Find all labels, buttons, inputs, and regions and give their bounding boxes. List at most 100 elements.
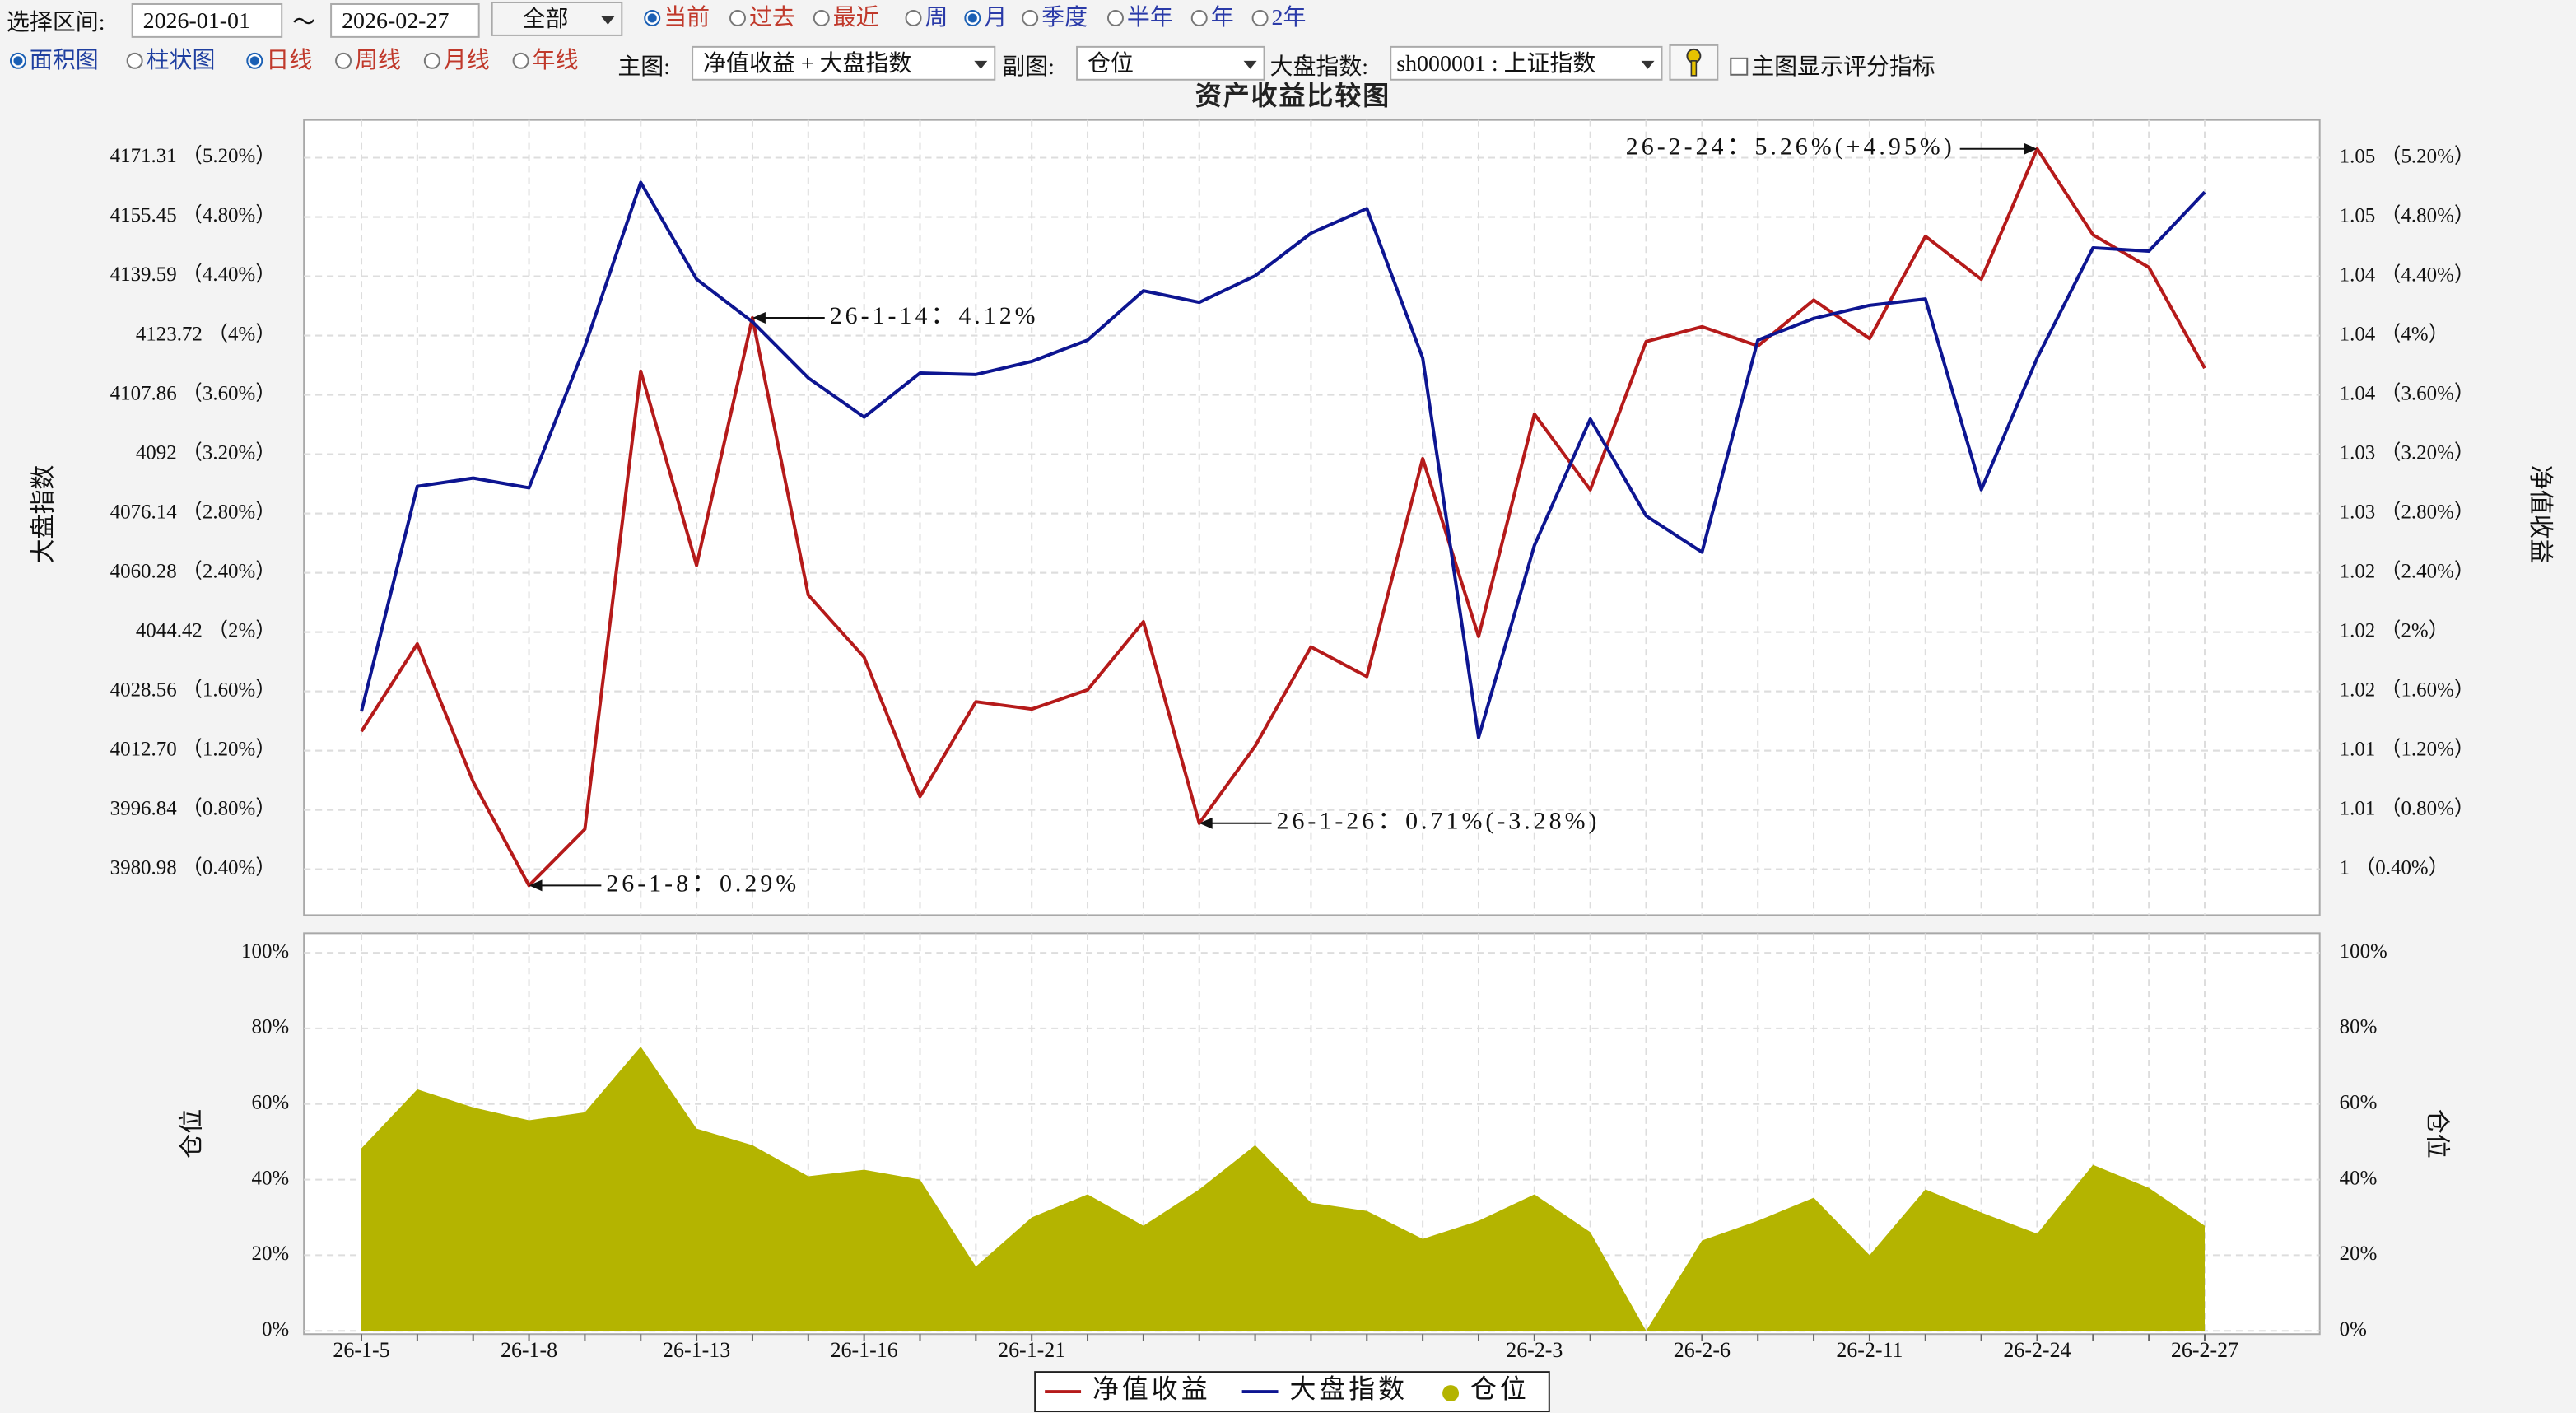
y-tick-label: 1.04 （4.40%） xyxy=(2340,263,2475,286)
y-tick-label: 4171.31 （5.20%） xyxy=(110,144,277,167)
y-tick-label: 3996.84 （0.80%） xyxy=(110,796,277,819)
radio-option[interactable]: 2年 xyxy=(1251,5,1306,35)
arrow-head xyxy=(752,311,766,324)
radio-button[interactable] xyxy=(335,52,352,69)
radio-label: 当前 xyxy=(664,6,710,31)
y-tick-label: 60% xyxy=(2340,1091,2378,1113)
radio-button[interactable] xyxy=(644,9,661,26)
radio-option[interactable]: 年线 xyxy=(512,48,579,77)
y-tick-label: 4012.70 （1.20%） xyxy=(110,737,277,760)
range-separator: ～ xyxy=(292,11,316,36)
radio-button[interactable] xyxy=(964,9,981,26)
y-tick-label: 4107.86 （3.60%） xyxy=(110,381,277,404)
y-tick-label: 40% xyxy=(251,1167,289,1189)
radio-label: 最近 xyxy=(832,6,879,31)
x-tick-label: 26-2-6 xyxy=(1674,1338,1731,1362)
radio-button[interactable] xyxy=(729,9,746,26)
radio-label: 面积图 xyxy=(29,49,99,74)
radio-option[interactable]: 柱状图 xyxy=(126,48,216,77)
y-tick-label: 4060.28 （2.40%） xyxy=(110,559,277,582)
radio-option[interactable]: 当前 xyxy=(644,5,710,35)
y-tick-label: 0% xyxy=(2340,1318,2367,1341)
y-tick-label: 80% xyxy=(251,1016,289,1038)
range-select[interactable]: 全部 xyxy=(491,1,623,36)
radio-button[interactable] xyxy=(9,52,26,69)
radio-button[interactable] xyxy=(246,52,263,69)
radio-option[interactable]: 过去 xyxy=(729,5,795,35)
radio-option[interactable]: 最近 xyxy=(813,5,879,35)
checkbox-label: 主图显示评分指标 xyxy=(1751,55,1935,81)
y-tick-label: 4092 （3.20%） xyxy=(136,441,276,464)
y-tick-label: 100% xyxy=(2340,940,2387,963)
y-tick-label: 4076.14 （2.80%） xyxy=(110,500,277,523)
end-date-input[interactable]: 2026-02-27 xyxy=(330,2,480,38)
legend-swatch xyxy=(1442,1385,1460,1402)
y-tick-label: 1.04 （4%） xyxy=(2340,322,2449,345)
radio-label: 周线 xyxy=(355,49,401,74)
radio-button[interactable] xyxy=(1251,9,1269,26)
y-tick-label: 4044.42 （2%） xyxy=(136,618,276,641)
radio-button[interactable] xyxy=(423,52,440,69)
radio-label: 月 xyxy=(984,6,1008,31)
x-tick-label: 26-1-8 xyxy=(501,1338,557,1362)
radio-option[interactable]: 日线 xyxy=(246,48,312,77)
radio-label: 半年 xyxy=(1126,6,1173,31)
radio-button[interactable] xyxy=(1022,9,1039,26)
radio-button[interactable] xyxy=(126,52,143,69)
y-tick-label: 1 （0.40%） xyxy=(2340,856,2449,879)
index-select[interactable]: sh000001 : 上证指数 xyxy=(1390,45,1663,81)
y-tick-label: 1.01 （1.20%） xyxy=(2340,737,2475,760)
axis-title: 仓位 xyxy=(2423,1109,2450,1159)
arrow-head xyxy=(1199,817,1213,829)
start-date-input[interactable]: 2026-01-01 xyxy=(131,2,283,38)
range-label: 选择区间: xyxy=(6,11,105,36)
radio-option[interactable]: 周线 xyxy=(335,48,401,77)
y-tick-label: 40% xyxy=(2340,1167,2378,1189)
key-icon xyxy=(1686,48,1702,77)
legend-label: 大盘指数 xyxy=(1289,1374,1408,1403)
y-tick-label: 4155.45 （4.80%） xyxy=(110,203,277,226)
y-tick-label: 20% xyxy=(251,1243,289,1265)
radio-option[interactable]: 季度 xyxy=(1022,5,1088,35)
arrow-head xyxy=(529,879,543,892)
y-tick-label: 1.03 （2.80%） xyxy=(2340,500,2475,523)
radio-label: 月线 xyxy=(443,49,490,74)
score-option[interactable]: 主图显示评分指标 xyxy=(1730,49,1935,82)
annotation: 26-1-26：0.71%(-3.28%) xyxy=(1277,808,1600,835)
x-tick-label: 26-1-13 xyxy=(663,1338,730,1362)
y-tick-label: 4139.59 （4.40%） xyxy=(110,263,277,286)
sub-chart-select[interactable]: 仓位 xyxy=(1076,45,1265,81)
chart-title: 资产收益比较图 xyxy=(1195,82,1390,110)
radio-option[interactable]: 半年 xyxy=(1106,5,1173,35)
checkbox[interactable] xyxy=(1730,57,1749,76)
radio-button[interactable] xyxy=(1190,9,1208,26)
main-chart-select[interactable]: 净值收益 + 大盘指数 xyxy=(692,45,996,81)
radio-label: 年线 xyxy=(532,49,579,74)
y-tick-label: 1.02 （2.40%） xyxy=(2340,559,2475,582)
radio-label: 周 xyxy=(925,6,948,31)
radio-label: 柱状图 xyxy=(146,49,216,74)
legend: 净值收益 大盘指数 仓位 xyxy=(1034,1371,1550,1413)
index-label: 大盘指数: xyxy=(1269,55,1369,81)
radio-button[interactable] xyxy=(905,9,922,26)
series-area xyxy=(361,1046,2206,1331)
radio-option[interactable]: 月 xyxy=(964,5,1007,35)
radio-option[interactable]: 周 xyxy=(905,5,948,35)
radio-option[interactable]: 面积图 xyxy=(9,48,99,77)
radio-button[interactable] xyxy=(813,9,830,26)
y-tick-label: 0% xyxy=(262,1318,289,1341)
radio-button[interactable] xyxy=(512,52,529,69)
radio-label: 过去 xyxy=(748,6,795,31)
radio-option[interactable]: 年 xyxy=(1190,5,1234,35)
arrow-head xyxy=(2024,142,2038,155)
legend-box xyxy=(1034,1371,1550,1413)
x-tick-label: 26-1-5 xyxy=(333,1338,389,1362)
radio-label: 年 xyxy=(1210,6,1234,31)
radio-button[interactable] xyxy=(1106,9,1124,26)
help-button[interactable] xyxy=(1669,44,1719,81)
radio-label: 日线 xyxy=(266,49,313,74)
y-tick-label: 1.05 （4.80%） xyxy=(2340,203,2475,226)
radio-option[interactable]: 月线 xyxy=(423,48,490,77)
